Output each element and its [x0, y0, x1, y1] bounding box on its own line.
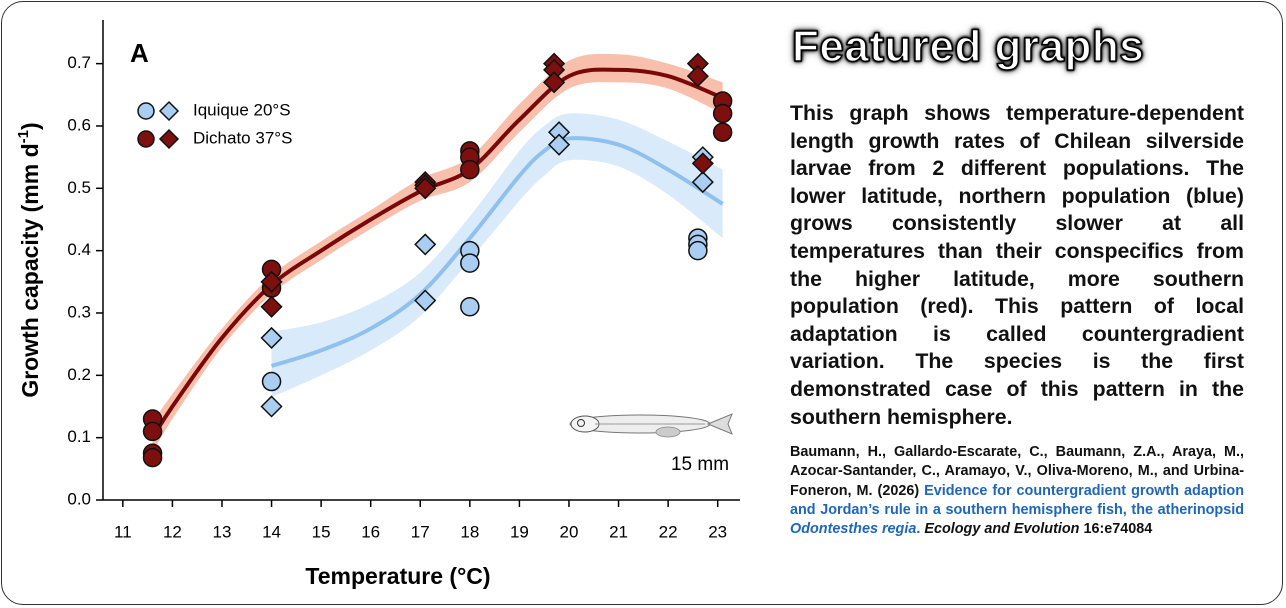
x-tick-label: 21 [609, 522, 628, 541]
y-tick-label: 0.6 [67, 115, 91, 134]
legend-label: Iquique 20°S [193, 100, 291, 119]
x-tick-label: 22 [659, 522, 678, 541]
y-tick-label: 0.0 [67, 489, 91, 508]
data-point-diamond [543, 71, 566, 94]
y-tick-label: 0.2 [67, 365, 91, 384]
y-tick-label: 0.5 [67, 178, 91, 197]
y-axis-title-sup: -1 [15, 130, 32, 143]
data-point-diamond [260, 270, 283, 293]
data-point-diamond [260, 395, 283, 418]
x-tick-label: 13 [213, 522, 232, 541]
legend-circle [137, 130, 155, 148]
x-tick-label: 12 [163, 522, 182, 541]
chart: A 15 mm Temperature (°C) Growth capacity… [15, 20, 740, 589]
x-tick-label: 15 [312, 522, 331, 541]
data-point-circle [261, 371, 282, 392]
confidence-band [271, 113, 723, 398]
legend-diamond [158, 100, 180, 122]
y-tick-label: 0.3 [67, 302, 91, 321]
data-point-diamond [691, 171, 714, 194]
legend-circle [137, 102, 155, 120]
citation-link-text: Evidence for countergradient growth adap… [790, 482, 1245, 518]
legend-diamond [158, 128, 180, 150]
data-point-diamond [260, 326, 283, 349]
y-tick-label: 0.4 [67, 240, 91, 259]
data-point-diamond [414, 177, 437, 200]
panel-body: This graph shows temperature-dependent l… [790, 101, 1244, 429]
panel-label: A [130, 38, 149, 68]
fish-illustration [569, 413, 733, 438]
x-tick-label: 23 [708, 522, 727, 541]
x-tick-label: 11 [114, 522, 132, 541]
data-point-circle [460, 297, 480, 317]
data-point-circle [712, 122, 733, 142]
panel-title: Featured graphs [791, 21, 1145, 72]
data-point-diamond [691, 152, 714, 175]
data-point-circle [142, 421, 163, 442]
y-axis-title: Growth capacity (mm d-1) [15, 122, 43, 397]
citation-period: . [916, 520, 921, 537]
data-point-diamond [414, 289, 437, 312]
citation-species: Odontesthes regia [790, 520, 917, 537]
citation-link[interactable]: Evidence for countergradient growth adap… [790, 483, 1244, 537]
y-tick-label: 0.1 [67, 427, 91, 446]
fit-line [270, 136, 724, 368]
x-tick-label: 17 [411, 522, 430, 541]
text-panel: Featured graphs This graph shows tempera… [790, 21, 1244, 539]
y-tick-label: 0.7 [67, 53, 91, 72]
citation-volume: 16:e74084 [1083, 520, 1153, 537]
x-axis-title: Temperature (°C) [305, 563, 490, 589]
data-point-circle [688, 240, 708, 261]
data-point-circle [712, 103, 733, 124]
y-axis-title-close: ) [17, 122, 43, 130]
legend-label: Dichato 37°S [193, 128, 292, 147]
data-point-diamond [686, 65, 709, 88]
data-point-circle [460, 253, 480, 273]
data-point-circle [460, 159, 480, 180]
annotation: 15 mm [671, 454, 729, 475]
data-point-diamond [414, 233, 437, 256]
data-point-diamond [548, 133, 571, 156]
x-tick-label: 16 [361, 522, 380, 541]
citation-authors: Baumann, H., Gallardo-Escarate, C., Baum… [790, 444, 1244, 499]
x-tick-label: 20 [560, 522, 579, 541]
x-tick-label: 19 [510, 522, 529, 541]
citation: Baumann, H., Gallardo-Escarate, C., Baum… [790, 443, 1244, 539]
fit-line [150, 67, 724, 439]
x-tick-label: 14 [262, 522, 281, 541]
citation-journal: Ecology and Evolution [924, 520, 1080, 537]
y-axis-title-text: Growth capacity (mm d [17, 143, 43, 397]
x-tick-label: 18 [460, 522, 479, 541]
data-point-diamond [260, 295, 283, 318]
data-point-circle [142, 447, 163, 468]
